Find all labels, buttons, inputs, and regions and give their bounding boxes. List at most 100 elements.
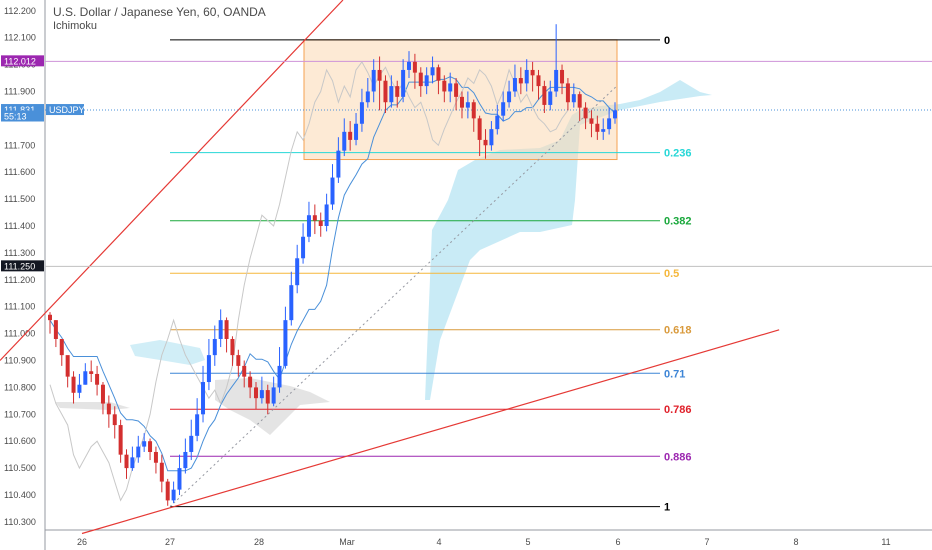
candle-body (295, 258, 300, 286)
y-tick-label: 110.600 (4, 436, 36, 446)
candle-body (430, 67, 435, 76)
candle-body (271, 387, 276, 404)
candle-body (524, 69, 529, 84)
y-tick-label: 111.000 (4, 329, 35, 339)
fib-level-label: 0.71 (664, 368, 685, 380)
x-tick-label: 7 (704, 537, 709, 547)
y-tick-label: 111.100 (4, 302, 35, 312)
candle-body (136, 446, 141, 458)
candle-body (454, 83, 459, 97)
candle-body (195, 414, 200, 436)
y-tick-label: 111.400 (4, 221, 35, 231)
candle-body (477, 118, 482, 140)
candle-body (236, 355, 241, 366)
candle-body (583, 107, 588, 119)
y-tick-label: 110.400 (4, 490, 36, 500)
candle-body (100, 384, 105, 404)
candle-body (189, 435, 194, 452)
candle-body (395, 86, 400, 97)
candle-body (71, 376, 76, 393)
candle-body (218, 320, 223, 339)
candle-body (512, 78, 517, 92)
symbol-tag-bg (46, 104, 84, 116)
candle-body (365, 91, 370, 103)
candle-body (259, 390, 264, 399)
fib-level-label: 0.5 (664, 268, 679, 280)
candle-body (95, 373, 100, 385)
fib-level-label: 0.236 (664, 148, 692, 160)
candle-body (277, 365, 282, 388)
candle-body (230, 338, 235, 356)
candle-body (483, 139, 488, 146)
fib-level-label: 0.886 (664, 451, 692, 463)
candle-body (560, 69, 565, 84)
candle-body (124, 454, 129, 469)
candle-body (448, 83, 453, 92)
candle-body (601, 129, 606, 132)
y-tick-label: 111.700 (4, 140, 35, 150)
price-tag-bg (1, 110, 44, 122)
ichimoku-cloud-early (130, 340, 205, 365)
price-tag-label: 111.831 (4, 105, 35, 115)
candle-body (201, 382, 206, 415)
candle-body (589, 118, 594, 124)
candle-body (342, 131, 347, 151)
fib-level-label: 0.618 (664, 325, 692, 337)
y-tick-label: 112.100 (4, 33, 36, 43)
y-tick-label: 111.200 (4, 275, 35, 285)
candle-body (336, 150, 341, 178)
price-tag-bg (1, 260, 44, 272)
candle-body (177, 468, 182, 490)
candle-body (324, 204, 329, 226)
candle-body (106, 403, 111, 415)
candle-body (118, 425, 123, 455)
x-tick-label: 11 (881, 537, 890, 547)
candle-body (442, 80, 447, 92)
candle-body (401, 69, 406, 97)
candle-body (265, 390, 270, 404)
candle-body (554, 69, 559, 92)
candle-body (153, 451, 158, 463)
candle-body (495, 115, 500, 130)
candle-body (330, 177, 335, 205)
candle-body (613, 110, 617, 119)
kijun-line (49, 76, 616, 472)
candle-body (359, 102, 364, 124)
chart-title: U.S. Dollar / Japanese Yen, 60, OANDA (53, 5, 266, 19)
candle-body (536, 75, 541, 87)
candle-body (507, 91, 512, 103)
lagging-span-line (49, 60, 569, 502)
y-tick-label: 110.900 (4, 356, 36, 366)
candle-body (289, 285, 294, 321)
ichimoku-cloud-grey (215, 378, 330, 435)
candle-body (436, 67, 441, 81)
fib-level-label: 0.382 (664, 216, 692, 228)
y-tick-label: 110.800 (4, 382, 36, 392)
candle-body (501, 102, 506, 116)
candle-body (489, 129, 494, 146)
x-tick-label: 6 (615, 537, 620, 547)
candle-body (148, 441, 153, 452)
candle-body (542, 86, 547, 105)
channel-lower-line (81, 329, 780, 535)
price-tag-bg (1, 104, 44, 116)
indicator-label: Ichimoku (53, 20, 98, 32)
candle-body (183, 451, 188, 469)
price-tag-bg (1, 55, 44, 67)
candle-body (48, 314, 52, 321)
candle-body (312, 215, 317, 221)
candle-body (412, 61, 417, 73)
x-tick-label: 8 (793, 537, 798, 547)
candle-body (112, 414, 117, 426)
candle-body (130, 457, 135, 469)
candle-body (354, 123, 359, 140)
y-tick-label: 111.500 (4, 194, 35, 204)
candle-body (171, 489, 176, 501)
candle-body (348, 131, 353, 140)
candle-body (301, 236, 306, 259)
fib-level-label: 0.786 (664, 404, 692, 416)
candle-body (518, 78, 523, 84)
fib-level-label: 1 (664, 502, 670, 514)
y-tick-label: 111.600 (4, 167, 35, 177)
